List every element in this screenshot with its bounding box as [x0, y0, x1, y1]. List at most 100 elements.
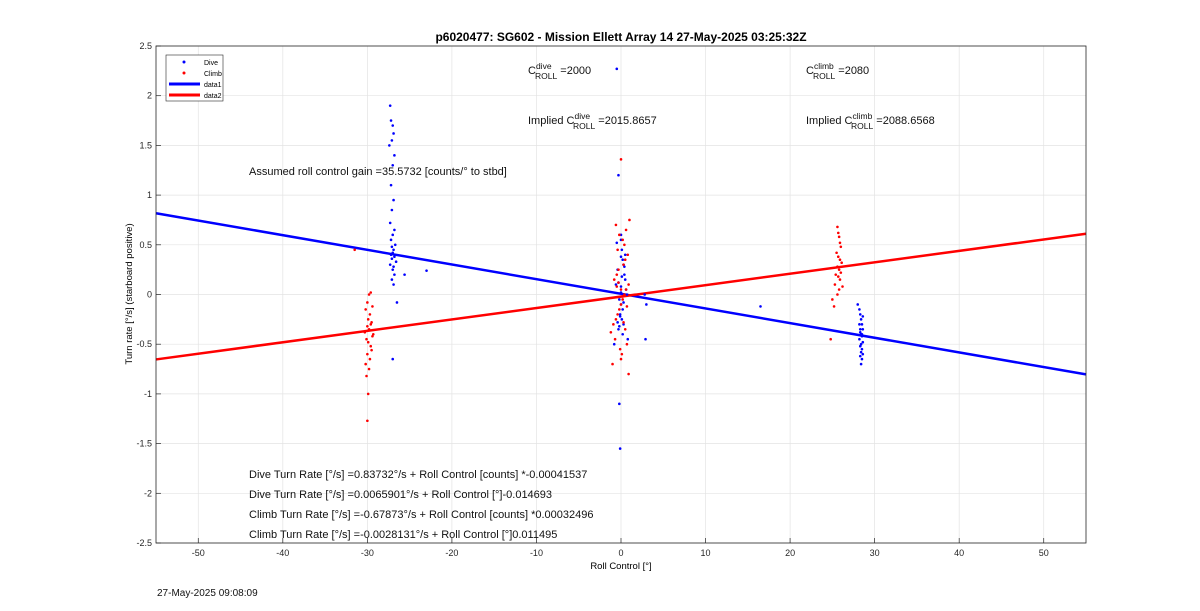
climb-point: [612, 278, 616, 281]
climb-point: [839, 245, 843, 249]
climb-point: [623, 243, 626, 247]
climb-point: [617, 281, 620, 284]
x-axis-label: Roll Control [°]: [590, 561, 651, 572]
implied-dive-lead: Implied C: [528, 115, 575, 127]
climb-point: [621, 238, 624, 242]
c-dive-sup: dive: [536, 61, 552, 71]
legend-box: [165, 54, 224, 102]
dive-point: [393, 243, 397, 247]
implied-climb-sub: ROLL: [851, 121, 873, 131]
dive-point: [861, 327, 865, 331]
dive-point: [859, 362, 863, 366]
dive-point: [860, 323, 864, 326]
climb-point: [834, 273, 838, 276]
dive-point: [618, 315, 622, 318]
climb-point: [620, 352, 624, 356]
dive-point: [861, 315, 865, 318]
legend-climb-label: Climb: [204, 71, 222, 78]
dive-point: [860, 334, 864, 338]
dive-point: [626, 337, 630, 341]
climb-point: [612, 323, 615, 326]
climb-point: [624, 228, 628, 232]
dive-point: [858, 344, 862, 348]
dive-point: [858, 354, 862, 358]
dive-point: [858, 313, 862, 316]
dive-point: [391, 357, 395, 361]
climb-point: [371, 332, 375, 336]
y-tick-label: 2.5: [139, 41, 152, 51]
climb-point: [624, 288, 628, 291]
y-tick-label: 0: [147, 290, 152, 300]
climb-point: [369, 291, 373, 294]
legend-dive-marker: [182, 60, 186, 64]
dive-point: [393, 273, 396, 276]
climb-point: [838, 241, 842, 245]
dive-point: [391, 163, 395, 167]
dive-point: [390, 245, 394, 249]
dive-point: [391, 268, 395, 271]
dive-point: [623, 253, 627, 257]
climb-point: [367, 293, 371, 296]
implied-climb-lead: Implied C: [806, 115, 853, 127]
climb-point: [622, 321, 625, 324]
climb-point: [611, 362, 614, 366]
dive-point: [425, 269, 428, 272]
climb-point: [365, 374, 368, 378]
dive-point: [620, 275, 624, 278]
climb-point: [366, 318, 370, 321]
climb-point: [628, 218, 631, 222]
implied-climb-annotation: Implied Cclimb ROLL =2088.6568: [806, 111, 935, 131]
x-tick-label: 50: [1039, 548, 1049, 558]
dive-point: [392, 248, 395, 252]
climb-point: [366, 340, 370, 344]
dive-point: [759, 305, 762, 308]
dive-point: [859, 318, 863, 321]
x-tick-label: 40: [954, 548, 964, 558]
dive-point: [622, 323, 625, 326]
dive-point: [619, 255, 623, 259]
y-tick-label: 2: [147, 91, 152, 101]
dive-point: [390, 208, 394, 212]
dive-point: [392, 283, 395, 286]
x-tick-label: -30: [361, 548, 374, 558]
y-tick-label: -1.5: [136, 439, 152, 449]
dive-point: [858, 323, 861, 326]
dive-point: [644, 337, 647, 341]
climb-point: [371, 334, 374, 338]
dive-point: [390, 257, 394, 261]
climb-point: [840, 261, 843, 264]
implied-dive-sub: ROLL: [573, 121, 595, 131]
c-climb-prefix: C: [806, 65, 814, 77]
climb-point: [836, 255, 840, 259]
climb-point: [619, 303, 623, 306]
climb-point: [621, 298, 624, 301]
chart-title: p6020477: SG602 - Mission Ellett Array 1…: [435, 30, 806, 44]
dive-point: [859, 350, 863, 354]
climb-point: [836, 275, 840, 278]
dive-point: [614, 283, 618, 286]
implied-dive-annotation: Implied Cdive ROLL =2015.8657: [528, 111, 657, 131]
climb-point: [626, 253, 630, 257]
c-dive-prefix: C: [528, 65, 536, 77]
dive-point: [858, 308, 861, 311]
dive-point: [860, 357, 864, 361]
climb-point: [370, 321, 373, 324]
climb-point: [622, 263, 625, 266]
dive-point: [615, 241, 619, 245]
dive-point: [861, 340, 865, 344]
climb-point: [838, 258, 842, 262]
climb-point: [836, 231, 840, 235]
x-tick-label: -50: [192, 548, 205, 558]
climb-point: [614, 223, 618, 227]
dive-point: [388, 221, 392, 225]
dive-point: [625, 293, 629, 296]
climb-point: [616, 313, 619, 316]
climb-point: [836, 265, 839, 268]
roll-gain-annotation: Assumed roll control gain =35.5732 [coun…: [249, 166, 507, 178]
implied-dive-sup: dive: [574, 111, 590, 121]
climb-point: [619, 158, 623, 161]
dive-point: [618, 325, 621, 328]
c-climb-sub: ROLL: [813, 71, 835, 81]
climb-point: [619, 357, 623, 361]
